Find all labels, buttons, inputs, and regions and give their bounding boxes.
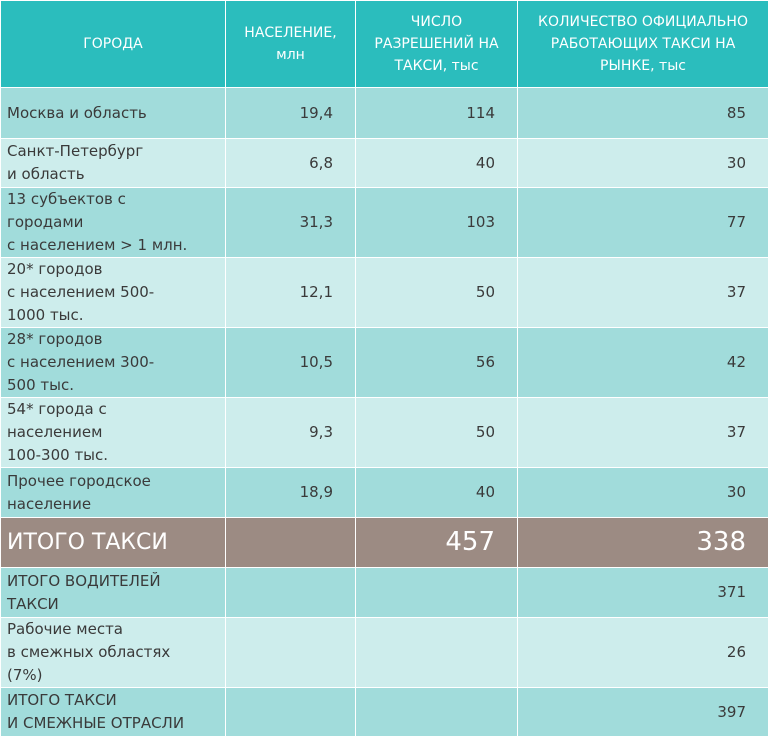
table-row: 28* городов с населением 300- 500 тыс.10… [1,328,768,398]
table-cell: ИТОГО ВОДИТЕЛЕЙ ТАКСИ [1,568,226,618]
table-cell [356,688,518,737]
table-cell: ИТОГО ТАКСИ [1,518,226,568]
table-cell: 26 [518,618,768,688]
table-cell [226,518,356,568]
table-cell: 103 [356,188,518,258]
table-cell: 20* городов с населением 500- 1000 тыс. [1,258,226,328]
table-cell: 77 [518,188,768,258]
table-cell: 19,4 [226,88,356,139]
table-cell: 338 [518,518,768,568]
table-cell: Санкт-Петербург и область [1,139,226,188]
table-cell: 37 [518,258,768,328]
table-row: ИТОГО ВОДИТЕЛЕЙ ТАКСИ 371 [1,568,768,618]
table-cell [356,568,518,618]
table-cell: 18,9 [226,468,356,518]
table-cell: 30 [518,139,768,188]
table-cell: 10,5 [226,328,356,398]
table-cell: Рабочие места в смежных областях (7%) [1,618,226,688]
table-cell: 397 [518,688,768,737]
table-cell: Москва и область [1,88,226,139]
table-cell [226,568,356,618]
table-cell: 42 [518,328,768,398]
table-cell: 13 субъектов с городами с населением > 1… [1,188,226,258]
table-row: ИТОГО ТАКСИ И СМЕЖНЫЕ ОТРАСЛИ 397 [1,688,768,737]
header-cell: ЧИСЛО РАЗРЕШЕНИЙ НА ТАКСИ, тыс [356,1,518,88]
table-cell: 457 [356,518,518,568]
table-cell: Прочее городское население [1,468,226,518]
header-cell: НАСЕЛЕНИЕ, млн [226,1,356,88]
table-row: 13 субъектов с городами с населением > 1… [1,188,768,258]
table-cell: 6,8 [226,139,356,188]
table-cell: 31,3 [226,188,356,258]
table-cell: 50 [356,258,518,328]
table-cell [356,618,518,688]
table-cell: 114 [356,88,518,139]
table-cell: 9,3 [226,398,356,468]
table-cell: 54* города с населением 100-300 тыс. [1,398,226,468]
table-cell: 37 [518,398,768,468]
table-cell: 56 [356,328,518,398]
table-cell: 85 [518,88,768,139]
table-row: 20* городов с населением 500- 1000 тыс.1… [1,258,768,328]
table-cell: 371 [518,568,768,618]
table-row: Рабочие места в смежных областях (7%) 26 [1,618,768,688]
header-cell: КОЛИЧЕСТВО ОФИЦИАЛЬНО РАБОТАЮЩИХ ТАКСИ Н… [518,1,768,88]
table-cell [226,688,356,737]
header-cell: ГОРОДА [1,1,226,88]
table-cell: 12,1 [226,258,356,328]
table-cell [226,618,356,688]
table-cell: 30 [518,468,768,518]
table-cell: 50 [356,398,518,468]
table-cell: ИТОГО ТАКСИ И СМЕЖНЫЕ ОТРАСЛИ [1,688,226,737]
table-cell: 40 [356,139,518,188]
table-cell: 28* городов с населением 300- 500 тыс. [1,328,226,398]
table-cell: 40 [356,468,518,518]
